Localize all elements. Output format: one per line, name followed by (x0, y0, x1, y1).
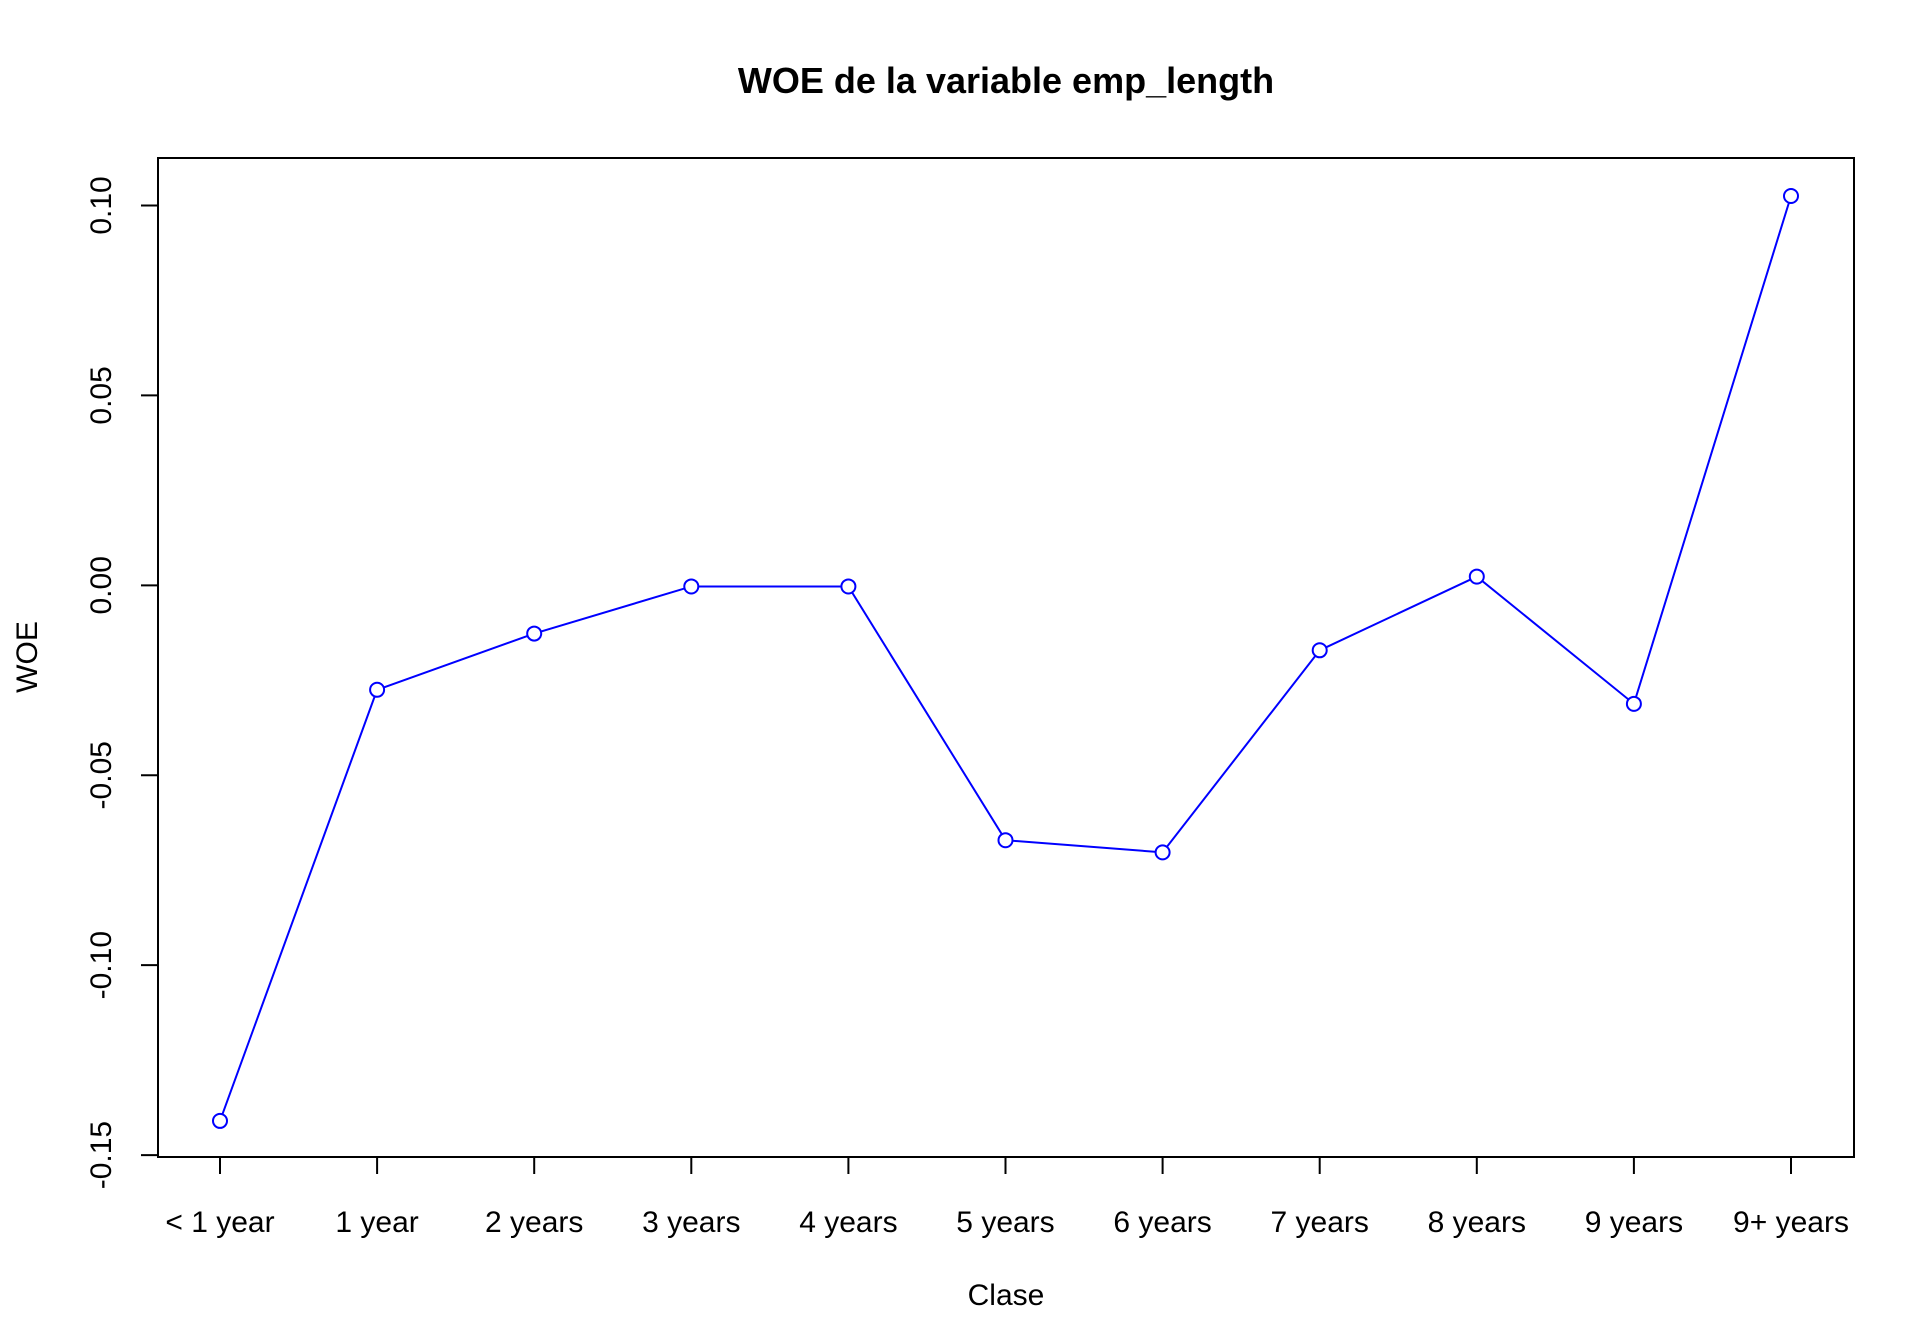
plot-frame (157, 157, 1855, 1158)
y-tick-label: 0.00 (85, 556, 118, 614)
y-tick-label: -0.10 (85, 931, 118, 999)
y-axis: -0.15 -0.10 -0.05 0.00 0.05 0.10 (85, 176, 159, 1189)
x-tick-label: 9 years (1585, 1206, 1683, 1239)
x-tick-label: 2 years (485, 1206, 583, 1239)
data-point (840, 578, 857, 595)
chart-title: WOE de la variable emp_length (738, 60, 1274, 101)
x-tick-label: 4 years (799, 1206, 897, 1239)
x-tick-label: 3 years (642, 1206, 740, 1239)
series-woe (212, 187, 1799, 1129)
x-axis-label: Clase (968, 1279, 1045, 1312)
x-tick-label: 7 years (1271, 1206, 1369, 1239)
y-tick-label: -0.15 (85, 1121, 118, 1189)
x-tick-label: 9+ years (1733, 1206, 1849, 1239)
x-tick-label: 5 years (956, 1206, 1054, 1239)
data-point (212, 1112, 228, 1129)
x-tick-label: 8 years (1428, 1206, 1526, 1239)
data-point (369, 681, 386, 698)
y-tick-label: -0.05 (85, 741, 118, 809)
x-tick-label: 6 years (1113, 1206, 1211, 1239)
y-tick-label: 0.05 (85, 366, 118, 424)
data-point (1311, 642, 1328, 659)
x-tick-label: < 1 year (165, 1206, 274, 1239)
data-point (1468, 568, 1485, 585)
y-axis-label: WOE (11, 621, 44, 693)
data-point (526, 625, 543, 642)
data-point (1154, 844, 1171, 861)
x-axis: < 1 year 1 year 2 years 3 years 4 years 5 yea… (165, 1156, 1849, 1239)
data-point (1625, 695, 1642, 712)
data-point (683, 578, 700, 595)
data-point (1783, 187, 1799, 204)
x-tick-label: 1 year (335, 1206, 418, 1239)
y-tick-label: 0.10 (85, 176, 118, 234)
data-point (997, 832, 1014, 849)
series-line (219, 195, 1792, 1122)
